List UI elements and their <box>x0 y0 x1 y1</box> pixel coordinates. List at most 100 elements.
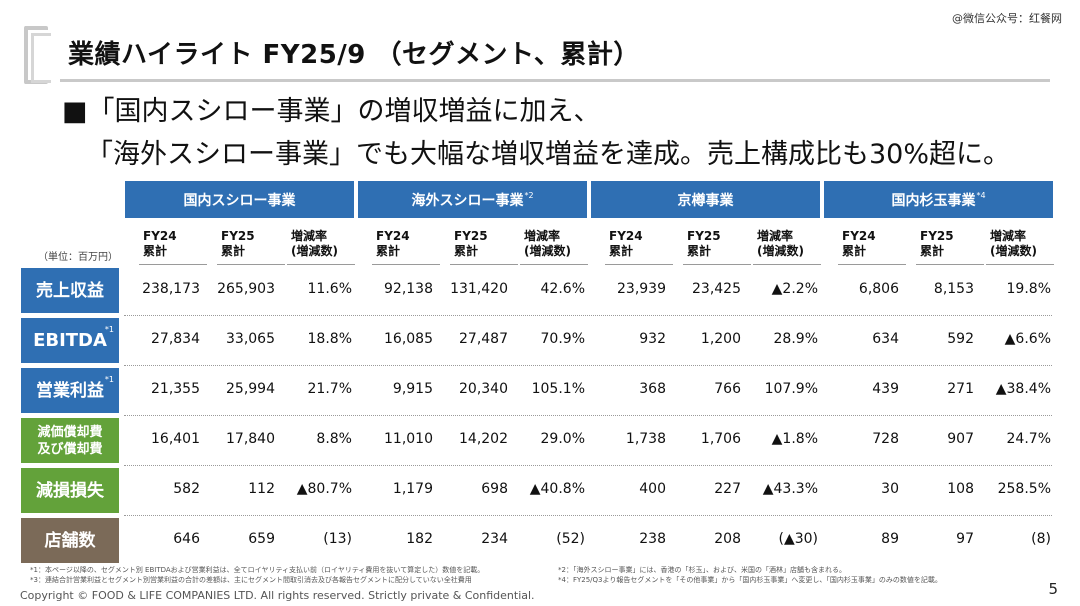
row-label-text: EBITDA <box>33 329 107 351</box>
segment-note: *4 <box>976 191 986 200</box>
column-header: 増減率 (増減数) <box>291 229 338 259</box>
table-cell: 21,355 <box>151 381 200 397</box>
column-header: FY25 累計 <box>920 229 954 259</box>
column-underline <box>139 264 207 265</box>
footnote-2: *2：「海外スシロー事業」には、香港の「杉玉」、および、米国の「酒林」店舗も含ま… <box>558 566 846 574</box>
table-cell: 400 <box>639 481 666 497</box>
table-cell: 634 <box>872 331 899 347</box>
column-header: FY25 累計 <box>687 229 721 259</box>
table-cell: 592 <box>947 331 974 347</box>
segment-header-1: 国内スシロー事業 <box>125 181 354 218</box>
table-cell: 29.0% <box>540 431 585 447</box>
table-cell: 107.9% <box>764 381 818 397</box>
table-cell: 907 <box>947 431 974 447</box>
table-cell: 97 <box>956 531 974 547</box>
table-cell: 89 <box>881 531 899 547</box>
table-cell: 698 <box>481 481 508 497</box>
column-underline <box>520 264 588 265</box>
row-divider <box>124 365 1052 366</box>
column-header-line-1: FY24 <box>609 229 643 243</box>
table-cell: 8,153 <box>933 281 974 297</box>
table-cell: 108 <box>947 481 974 497</box>
table-cell: (8) <box>1031 531 1051 547</box>
footnote-1: *1：本ページ以降の、セグメント別 EBITDAおよび営業利益は、全てロイヤリテ… <box>30 566 485 574</box>
table-cell: 234 <box>481 531 508 547</box>
unit-label: （単位：百万円） <box>38 252 118 263</box>
column-underline <box>986 264 1054 265</box>
row-label-text: 減価償却費 及び償却費 <box>37 424 103 457</box>
table-cell: ▲38.4% <box>995 381 1051 397</box>
table-cell: 659 <box>248 531 275 547</box>
table-cell: 23,425 <box>692 281 741 297</box>
column-header-line-2: 累計 <box>454 244 479 258</box>
headline: ■「国内スシロー事業」の増収増益に加え、 「海外スシロー事業」でも大幅な増収増益… <box>62 90 1010 176</box>
column-underline <box>217 264 285 265</box>
segment-name: 京樽事業 <box>677 192 734 209</box>
column-header-line-2: (増減数) <box>524 244 571 258</box>
column-header-line-1: 増減率 <box>757 229 794 243</box>
segment-header-3: 京樽事業 <box>591 181 820 218</box>
column-header-line-1: FY25 <box>454 229 488 243</box>
column-underline <box>372 264 440 265</box>
table-cell: 8.8% <box>316 431 352 447</box>
column-header-line-2: 累計 <box>920 244 945 258</box>
table-cell: 131,420 <box>450 281 508 297</box>
column-header-line-2: 累計 <box>221 244 246 258</box>
table-cell: 14,202 <box>459 431 508 447</box>
column-header-line-1: FY24 <box>842 229 876 243</box>
row-label: EBITDA *1 <box>21 318 119 363</box>
table-cell: 105.1% <box>531 381 585 397</box>
row-label: 営業利益 *1 <box>21 368 119 413</box>
row-divider <box>124 415 1052 416</box>
table-cell: 23,939 <box>617 281 666 297</box>
table-cell: 6,806 <box>858 281 899 297</box>
column-header-line-2: 累計 <box>143 244 168 258</box>
row-divider <box>124 465 1052 466</box>
table-cell: ▲80.7% <box>296 481 352 497</box>
column-underline <box>838 264 906 265</box>
table-cell: 1,738 <box>625 431 666 447</box>
table-cell: 25,994 <box>226 381 275 397</box>
column-header-line-1: 増減率 <box>524 229 561 243</box>
table-cell: 21.7% <box>307 381 352 397</box>
segment-header-2: 海外スシロー事業 *2 <box>358 181 587 218</box>
row-divider <box>124 515 1052 516</box>
table-cell: 20,340 <box>459 381 508 397</box>
column-header-line-2: (増減数) <box>757 244 804 258</box>
table-cell: 92,138 <box>384 281 433 297</box>
table-cell: 19.8% <box>1006 281 1051 297</box>
row-label-note: *1 <box>104 325 114 334</box>
row-label: 減損損失 <box>21 468 119 513</box>
column-header-line-2: 累計 <box>842 244 867 258</box>
segment-name: 国内スシロー事業 <box>183 192 296 209</box>
table-cell: 1,706 <box>700 431 741 447</box>
table-cell: (▲30) <box>778 531 818 547</box>
table-cell: 728 <box>872 431 899 447</box>
table-cell: 208 <box>714 531 741 547</box>
table-cell: 227 <box>714 481 741 497</box>
table-cell: 11,010 <box>384 431 433 447</box>
table-cell: 439 <box>872 381 899 397</box>
footnote-3: *3：連結合計営業利益とセグメント別営業利益の合計の差額は、主にセグメント間取引… <box>30 576 472 584</box>
table-cell: ▲2.2% <box>771 281 818 297</box>
column-header-line-1: FY25 <box>920 229 954 243</box>
column-header-line-1: FY25 <box>687 229 721 243</box>
column-header-line-2: (増減数) <box>291 244 338 258</box>
row-label-text: 営業利益 <box>36 380 104 401</box>
footnote-4: *4：FY25/Q3より報告セグメントを「その他事業」から「国内杉玉事業」へ変更… <box>558 576 942 584</box>
table-cell: 646 <box>173 531 200 547</box>
table-cell: 16,401 <box>151 431 200 447</box>
table-cell: 932 <box>639 331 666 347</box>
column-underline <box>916 264 984 265</box>
row-label-text: 減損損失 <box>36 480 104 501</box>
column-header-line-2: 累計 <box>687 244 712 258</box>
table-cell: 17,840 <box>226 431 275 447</box>
watermark: @微信公众号：红餐网 <box>952 12 1062 25</box>
table-cell: 9,915 <box>392 381 433 397</box>
title-divider <box>60 79 1050 82</box>
table-cell: 1,179 <box>392 481 433 497</box>
table-cell: 258.5% <box>997 481 1051 497</box>
column-underline <box>450 264 518 265</box>
page-number: 5 <box>1048 580 1058 598</box>
row-label-note: *1 <box>104 375 114 384</box>
